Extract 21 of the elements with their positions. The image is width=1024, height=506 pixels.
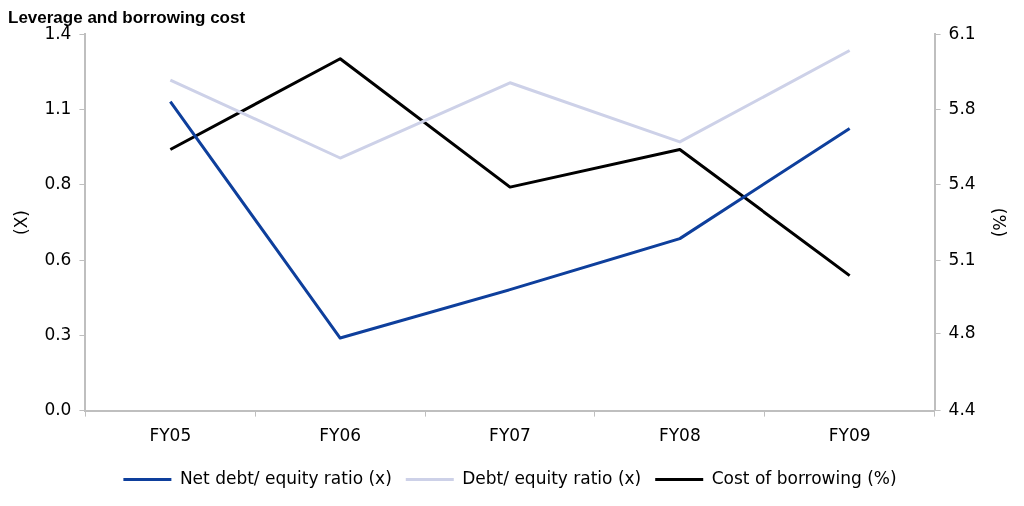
legend-label: Cost of borrowing (%) — [711, 467, 897, 488]
y2-tick-label: 5.8 — [948, 98, 976, 119]
x-tick-label: FY07 — [489, 425, 531, 446]
y2-tick-label: 5.4 — [948, 173, 976, 194]
y-tick-label: 0.8 — [44, 173, 72, 194]
y2-tick-label: 4.4 — [948, 399, 976, 420]
y2-axis-title: (%) — [989, 207, 1010, 238]
y-tick-label: 0.0 — [44, 399, 72, 420]
y-axis-title: (X) — [10, 210, 31, 235]
y-tick-label: 0.6 — [44, 248, 72, 269]
legend-label: Net debt/ equity ratio (x) — [179, 467, 392, 488]
legend-label: Debt/ equity ratio (x) — [462, 467, 642, 488]
x-tick-label: FY09 — [828, 425, 871, 446]
y-tick-label: 0.3 — [44, 323, 72, 344]
x-tick-label: FY06 — [319, 425, 362, 446]
x-tick-label: FY08 — [658, 425, 701, 446]
y2-tick-label: 6.1 — [948, 22, 976, 43]
y2-tick-label: 4.8 — [948, 321, 976, 342]
y-tick-label: 1.1 — [44, 98, 72, 119]
y2-tick-label: 5.1 — [948, 248, 976, 269]
x-tick-label: FY05 — [149, 425, 192, 446]
